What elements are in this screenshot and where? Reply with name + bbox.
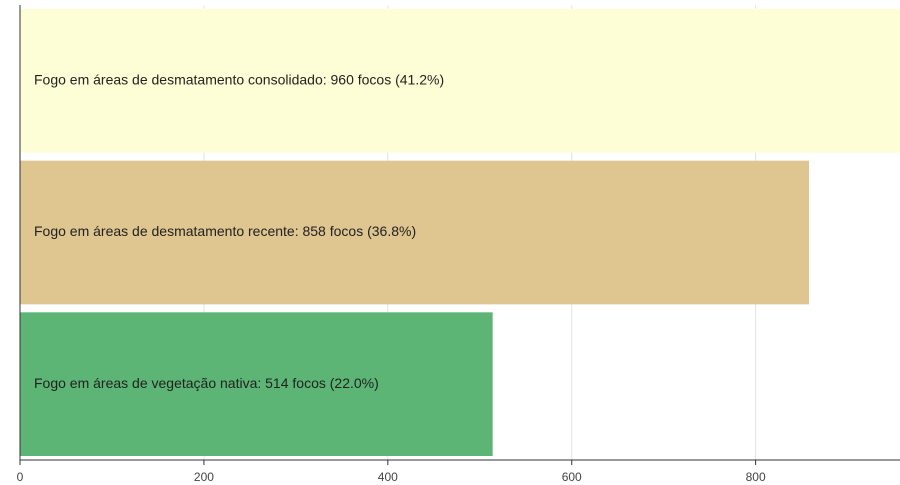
bar-label: Fogo em áreas de vegetação nativa: 514 f… [34, 375, 379, 391]
bar [20, 9, 900, 153]
bar-label: Fogo em áreas de desmatamento consolidad… [34, 72, 444, 88]
x-tick-label: 600 [562, 470, 582, 484]
x-tick-label: 200 [194, 470, 214, 484]
bar [20, 312, 493, 456]
x-tick-label: 800 [746, 470, 766, 484]
x-tick-label: 400 [378, 470, 398, 484]
x-tick-label: 0 [17, 470, 24, 484]
bar-label: Fogo em áreas de desmatamento recente: 8… [34, 223, 416, 239]
bar [20, 160, 809, 305]
